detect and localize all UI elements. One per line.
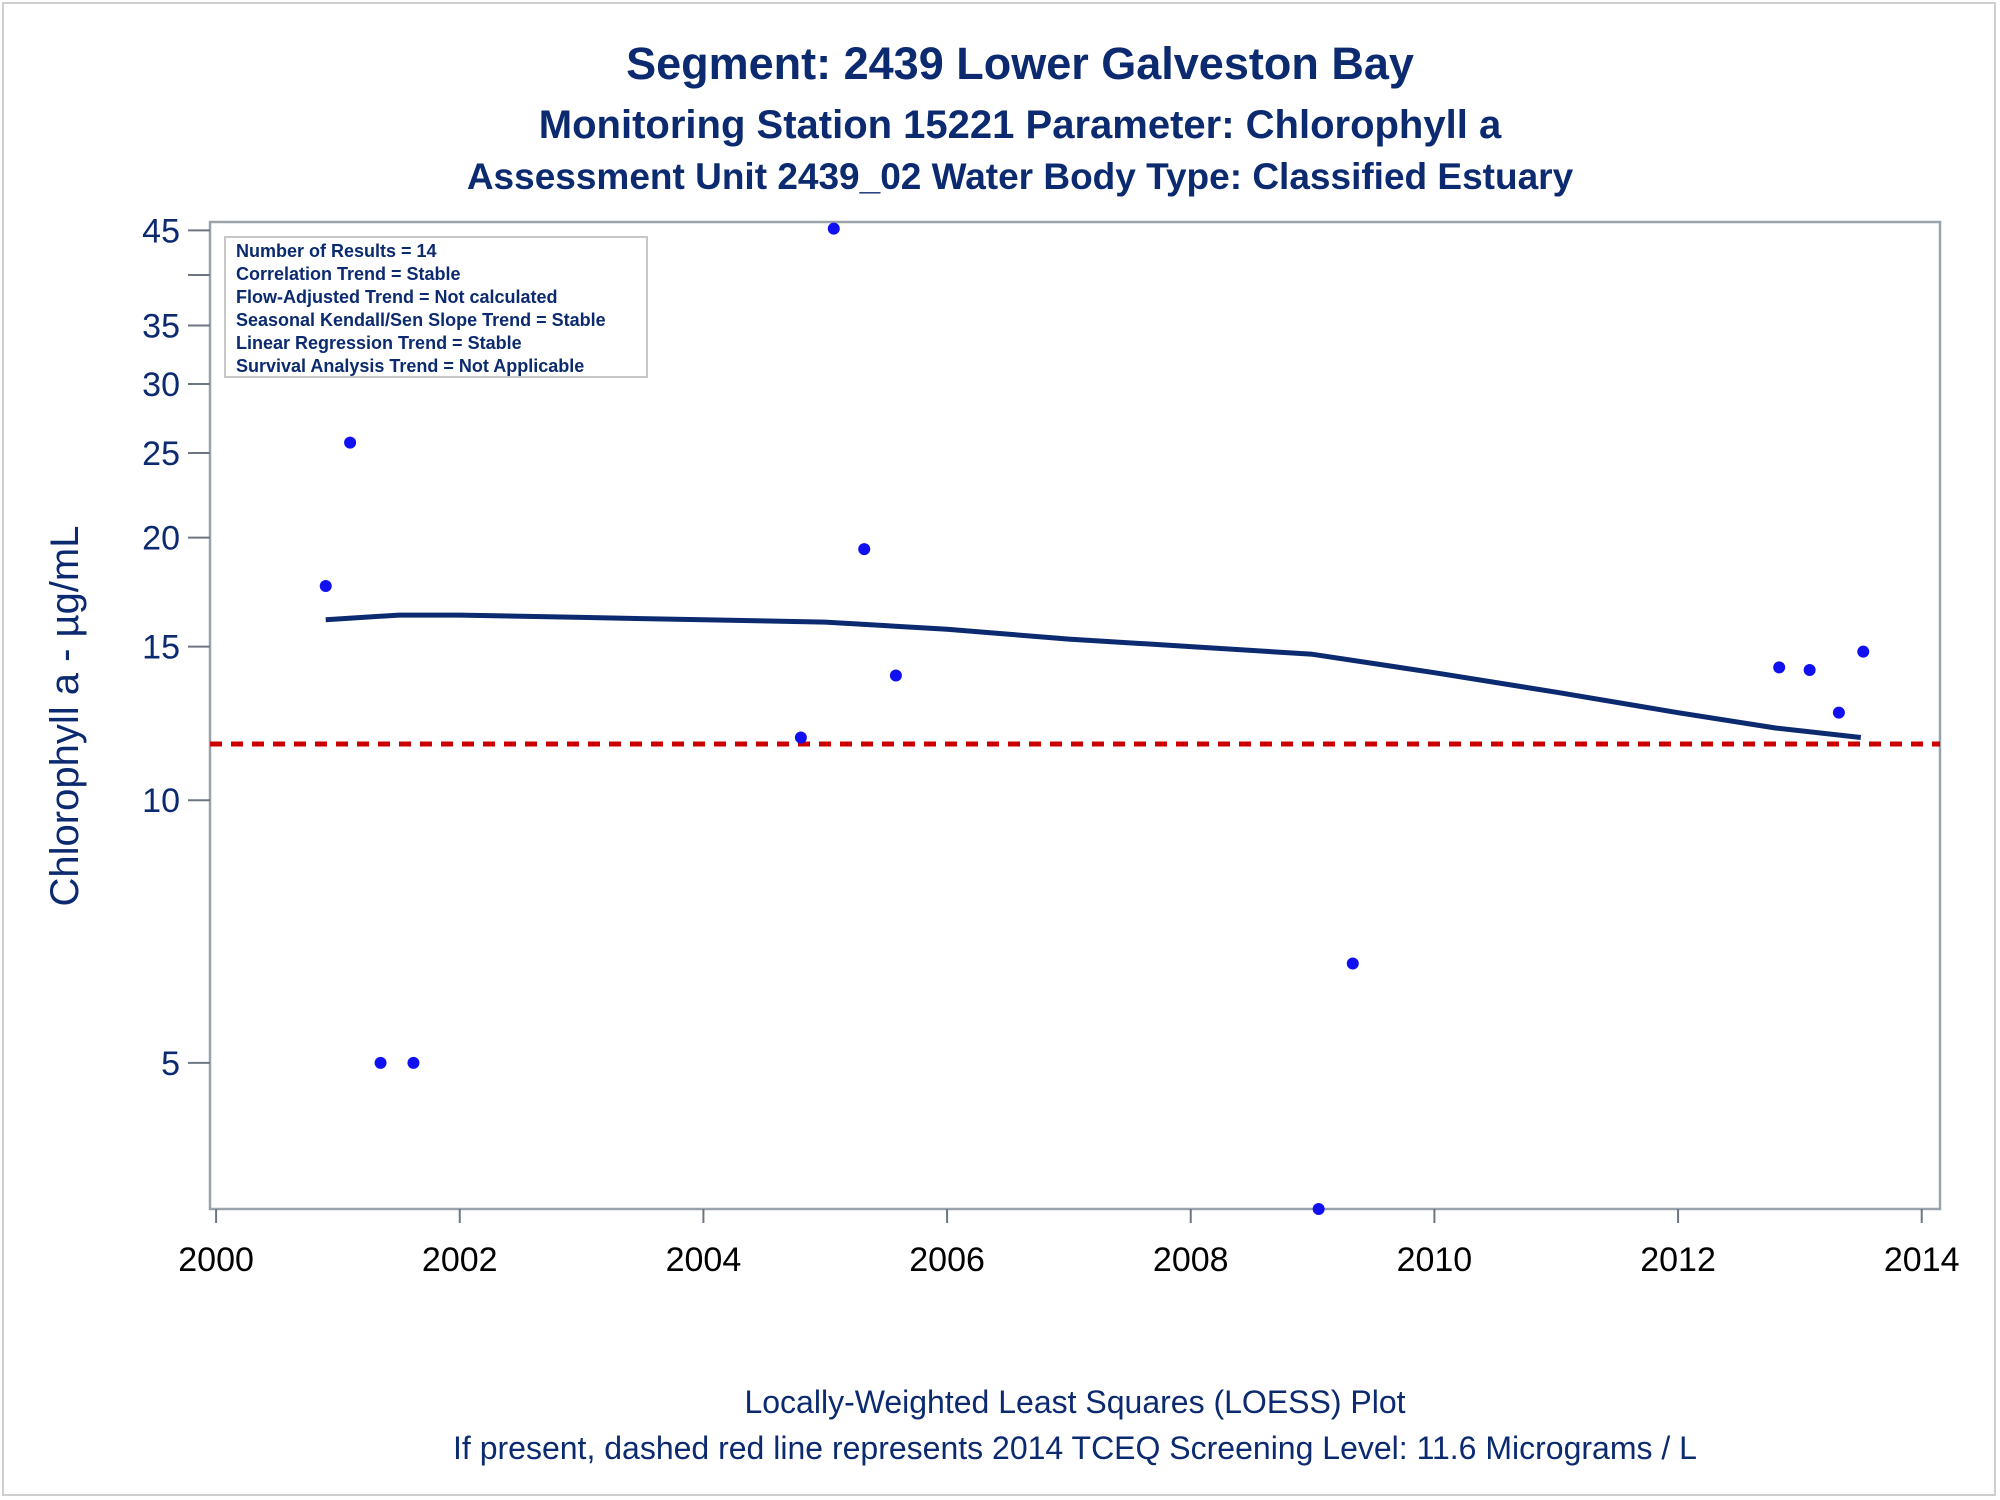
data-point bbox=[319, 580, 332, 593]
y-tick-label: 5 bbox=[161, 1045, 180, 1083]
y-tick-label: 15 bbox=[142, 629, 180, 667]
chart-subtitle: Monitoring Station 15221 Parameter: Chlo… bbox=[539, 103, 1502, 147]
x-tick-label: 2010 bbox=[1397, 1241, 1473, 1279]
data-point bbox=[827, 222, 840, 235]
data-point bbox=[1773, 661, 1786, 674]
data-point bbox=[889, 669, 902, 682]
y-tick-label: 10 bbox=[142, 782, 180, 820]
y-tick-label: 45 bbox=[142, 212, 180, 250]
stat-line: Survival Analysis Trend = Not Applicable bbox=[236, 356, 584, 376]
y-axis: 5 10 15 20 25 30 35 45 bbox=[142, 212, 210, 1083]
footnote-loess: Locally-Weighted Least Squares (LOESS) P… bbox=[744, 1384, 1405, 1420]
plot-area bbox=[208, 220, 1942, 1211]
data-point bbox=[794, 731, 807, 744]
data-point bbox=[374, 1056, 387, 1069]
x-tick-label: 2008 bbox=[1153, 1241, 1229, 1279]
stat-line: Linear Regression Trend = Stable bbox=[236, 333, 522, 353]
data-point bbox=[1857, 645, 1870, 658]
x-axis: 2000 2002 2004 2006 2008 2010 2012 2014 bbox=[178, 1209, 1960, 1279]
data-point bbox=[344, 436, 357, 449]
y-tick-label: 25 bbox=[142, 435, 180, 473]
stat-line: Correlation Trend = Stable bbox=[236, 264, 461, 284]
y-tick-label: 30 bbox=[142, 366, 180, 404]
stat-line: Flow-Adjusted Trend = Not calculated bbox=[236, 287, 558, 307]
data-point bbox=[1312, 1203, 1325, 1215]
x-tick-label: 2006 bbox=[909, 1241, 985, 1279]
x-tick-label: 2004 bbox=[666, 1241, 742, 1279]
data-point bbox=[858, 543, 871, 556]
x-tick-label: 2002 bbox=[422, 1241, 498, 1279]
y-tick-label: 35 bbox=[142, 308, 180, 346]
data-point bbox=[407, 1056, 420, 1069]
loess-line bbox=[325, 612, 1862, 740]
chart-title: Segment: 2439 Lower Galveston Bay bbox=[626, 38, 1414, 89]
x-tick-label: 2000 bbox=[178, 1241, 254, 1279]
stat-line: Seasonal Kendall/Sen Slope Trend = Stabl… bbox=[236, 310, 606, 330]
stats-text: Number of Results = 14 Correlation Trend … bbox=[236, 241, 606, 376]
footnote-screening: If present, dashed red line represents 2… bbox=[453, 1430, 1697, 1466]
y-axis-label: Chlorophyll a - µg/mL bbox=[43, 526, 87, 907]
stat-line: Number of Results = 14 bbox=[236, 241, 437, 261]
data-point bbox=[1832, 706, 1845, 719]
data-point bbox=[1346, 957, 1359, 970]
x-tick-label: 2012 bbox=[1640, 1241, 1716, 1279]
data-points bbox=[319, 222, 1870, 1215]
data-point bbox=[1803, 664, 1816, 677]
y-tick-label: 20 bbox=[142, 520, 180, 558]
chart-subtitle-2: Assessment Unit 2439_02 Water Body Type:… bbox=[467, 156, 1574, 197]
x-tick-label: 2014 bbox=[1884, 1241, 1960, 1279]
stats-box bbox=[224, 236, 648, 378]
